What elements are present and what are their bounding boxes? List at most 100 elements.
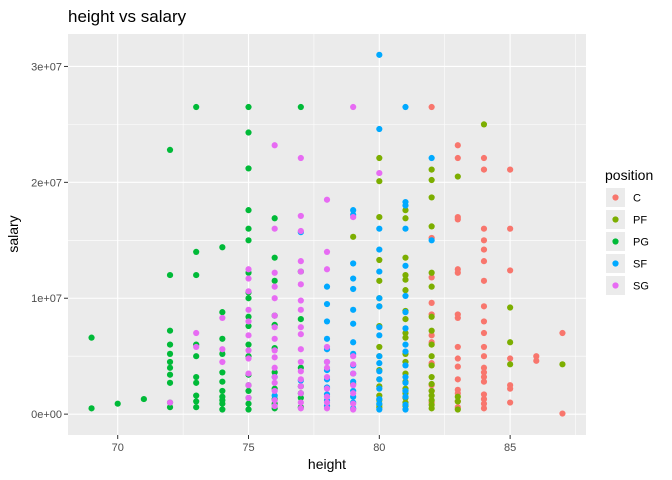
point-SG [350, 400, 357, 407]
point-SF [402, 393, 409, 400]
point-C [428, 332, 435, 339]
point-SG [245, 318, 252, 325]
point-SF [376, 376, 383, 383]
point-SG [297, 281, 304, 288]
point-PG [245, 341, 252, 348]
point-SG [245, 332, 252, 339]
point-PG [166, 350, 174, 357]
point-PG [297, 316, 304, 323]
point-PG [271, 277, 278, 284]
x-tick-label: 80 [373, 442, 385, 454]
point-PG [166, 327, 174, 334]
point-PG [271, 254, 278, 261]
point-SF [402, 379, 409, 386]
point-SF [376, 368, 383, 375]
point-C [507, 385, 514, 392]
point-C [559, 329, 566, 337]
point-PF [376, 154, 383, 162]
point-SF [350, 306, 357, 313]
point-PG [88, 334, 95, 341]
point-SF [402, 103, 409, 111]
point-PF [402, 271, 409, 279]
point-C [480, 303, 488, 310]
point-SG [271, 373, 278, 381]
point-C [480, 329, 488, 337]
point-C [480, 405, 488, 412]
point-C [454, 314, 461, 322]
point-PF [428, 223, 435, 230]
point-PG [219, 397, 226, 404]
point-PF [428, 397, 435, 404]
point-C [480, 391, 488, 398]
point-SF [350, 275, 357, 282]
point-SF [376, 385, 383, 392]
point-SG [297, 358, 304, 366]
point-PG [219, 387, 226, 395]
point-PG [193, 398, 200, 405]
point-PF [402, 254, 409, 261]
point-SG [271, 397, 278, 404]
point-SG [271, 364, 278, 371]
point-SG [271, 269, 278, 276]
point-PF [428, 353, 435, 360]
point-PG [166, 358, 174, 366]
point-C [480, 225, 488, 232]
x-axis: 70 75 80 85 [112, 435, 516, 454]
chart-title: height vs salary [68, 7, 187, 26]
point-SG [245, 306, 252, 313]
point-PF [376, 277, 383, 284]
point-PF [428, 341, 435, 348]
legend-marker-C [612, 194, 619, 201]
point-SG [350, 353, 357, 360]
point-SF [323, 283, 331, 290]
point-PF [402, 215, 409, 222]
point-C [507, 267, 514, 274]
point-SG [193, 329, 200, 337]
point-C [480, 318, 488, 325]
point-C [454, 142, 461, 149]
point-SG [219, 346, 226, 353]
point-C [480, 237, 488, 244]
point-PG [219, 309, 226, 316]
legend-marker-SF [612, 260, 619, 267]
point-PF [559, 361, 566, 368]
point-PF [428, 387, 435, 395]
point-C [507, 225, 514, 232]
point-SG [297, 376, 304, 383]
point-SG [323, 358, 331, 366]
point-PG [219, 378, 226, 385]
point-C [454, 343, 461, 351]
y-tick-label: 3e+07 [31, 61, 62, 73]
point-SF [402, 292, 409, 300]
point-SG [297, 227, 304, 235]
point-C [533, 357, 540, 364]
point-SF [376, 400, 383, 407]
point-C [480, 343, 488, 351]
point-SF [402, 406, 409, 413]
point-PG [245, 295, 252, 302]
point-SF [402, 373, 409, 381]
point-C [454, 355, 461, 362]
point-PG [166, 364, 174, 371]
point-PG [271, 215, 278, 222]
point-PF [376, 178, 383, 185]
x-tick-label: 85 [504, 442, 516, 454]
point-SG [297, 383, 304, 390]
point-C [428, 103, 435, 111]
point-PF [402, 276, 409, 283]
point-SF [350, 285, 357, 293]
point-PF [454, 173, 461, 180]
x-axis-title: height [308, 456, 346, 472]
point-SG [350, 103, 357, 111]
point-SG [297, 331, 304, 338]
point-SG [271, 225, 278, 232]
point-PG [114, 400, 121, 407]
point-SG [166, 399, 174, 406]
point-SG [376, 169, 383, 177]
point-PF [402, 207, 409, 214]
point-C [480, 353, 488, 360]
point-SG [245, 355, 252, 362]
point-SG [350, 361, 357, 368]
point-C [480, 378, 488, 385]
point-PG [245, 165, 252, 172]
